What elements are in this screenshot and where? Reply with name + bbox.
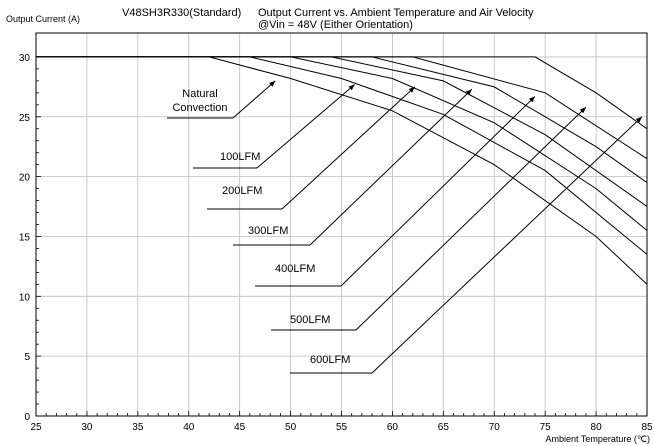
annotation-leader (232, 80, 276, 119)
annotation-leader (309, 88, 473, 246)
annotation-arrowhead (465, 89, 472, 96)
annotation-label: 500LFM (290, 314, 330, 326)
annotation-arrowhead (579, 107, 586, 114)
y-tick-label: 5 (24, 352, 30, 363)
y-tick-label: 15 (19, 232, 31, 243)
x-axis-label: Ambient Temperature (℃) (546, 434, 650, 444)
annotation-leader (340, 96, 536, 287)
annotation-arrowhead (635, 116, 642, 123)
chart-subtitle: @Vin = 48V (Either Orientation) (258, 19, 413, 31)
annotation-label: 300LFM (248, 225, 288, 237)
annotation-arrowhead (348, 84, 355, 91)
annotation-arrowhead (528, 96, 535, 103)
model-label: V48SH3R330(Standard) (122, 7, 242, 19)
annotation-arrowhead (408, 86, 415, 93)
x-tick-label: 25 (30, 422, 42, 433)
annotation-label: Convection (172, 102, 227, 114)
annotation-arrowhead (269, 80, 276, 87)
x-tick-label: 55 (336, 422, 348, 433)
chart-title-block: Output Current vs. Ambient Temperature a… (258, 7, 534, 31)
annotation-label: 400LFM (275, 263, 315, 275)
x-tick-label: 45 (234, 422, 246, 433)
series-line (36, 56, 648, 130)
chart-header: Output Current (A) V48SH3R330(Standard) … (0, 0, 654, 34)
chart-title: Output Current vs. Ambient Temperature a… (258, 7, 534, 19)
annotation-leader (355, 106, 587, 331)
annotation-leader (371, 116, 643, 374)
x-tick-label: 40 (183, 422, 195, 433)
x-tick-label: 70 (489, 422, 501, 433)
annotation-label: 600LFM (310, 354, 350, 366)
x-tick-label: 65 (438, 422, 450, 433)
x-tick-label: 80 (591, 422, 603, 433)
annotation-label: 100LFM (220, 151, 260, 163)
y-tick-label: 0 (24, 412, 30, 423)
annotation-label: Natural (182, 88, 217, 100)
x-tick-label: 35 (132, 422, 144, 433)
y-tick-label: 10 (19, 292, 31, 303)
x-tick-label: 60 (387, 422, 399, 433)
y-tick-label: 20 (19, 173, 31, 184)
x-tick-label: 50 (285, 422, 297, 433)
annotation-leader (256, 84, 356, 169)
annotation-leader (281, 86, 416, 210)
x-tick-label: 30 (81, 422, 93, 433)
annotation-label: 200LFM (222, 185, 262, 197)
y-tick-label: 30 (19, 53, 31, 64)
x-tick-label: 75 (540, 422, 552, 433)
y-axis-label: Output Current (A) (6, 14, 81, 24)
y-tick-label: 25 (19, 113, 31, 124)
x-tick-label: 85 (641, 422, 653, 433)
